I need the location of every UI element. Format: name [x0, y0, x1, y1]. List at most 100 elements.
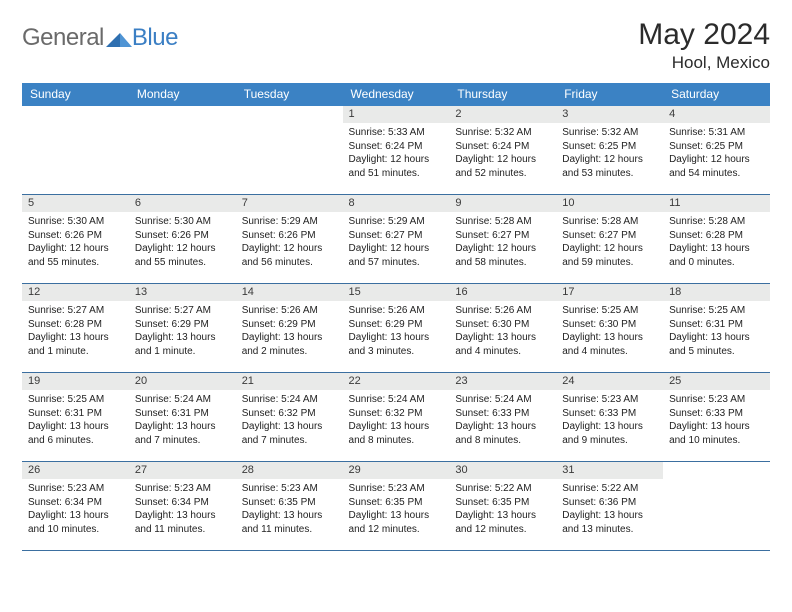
location-label: Hool, Mexico	[638, 53, 770, 73]
day-detail: Sunrise: 5:26 AMSunset: 6:30 PMDaylight:…	[449, 301, 556, 362]
day-cell: 27Sunrise: 5:23 AMSunset: 6:34 PMDayligh…	[129, 462, 236, 551]
calendar-head: SundayMondayTuesdayWednesdayThursdayFrid…	[22, 83, 770, 106]
weekday-header: Friday	[556, 83, 663, 106]
day-cell: 30Sunrise: 5:22 AMSunset: 6:35 PMDayligh…	[449, 462, 556, 551]
day-number: 3	[556, 106, 663, 123]
day-detail: Sunrise: 5:24 AMSunset: 6:32 PMDaylight:…	[343, 390, 450, 451]
weekday-header: Monday	[129, 83, 236, 106]
day-number: 24	[556, 373, 663, 390]
day-number: 28	[236, 462, 343, 479]
day-cell: 29Sunrise: 5:23 AMSunset: 6:35 PMDayligh…	[343, 462, 450, 551]
day-detail: Sunrise: 5:27 AMSunset: 6:28 PMDaylight:…	[22, 301, 129, 362]
day-detail: Sunrise: 5:23 AMSunset: 6:34 PMDaylight:…	[22, 479, 129, 540]
day-number: 16	[449, 284, 556, 301]
day-number: 14	[236, 284, 343, 301]
day-detail: Sunrise: 5:29 AMSunset: 6:27 PMDaylight:…	[343, 212, 450, 273]
day-detail: Sunrise: 5:25 AMSunset: 6:31 PMDaylight:…	[663, 301, 770, 362]
empty-cell	[663, 462, 770, 551]
calendar-row: 12Sunrise: 5:27 AMSunset: 6:28 PMDayligh…	[22, 284, 770, 373]
day-cell: 5Sunrise: 5:30 AMSunset: 6:26 PMDaylight…	[22, 195, 129, 284]
day-number: 27	[129, 462, 236, 479]
title-block: May 2024 Hool, Mexico	[638, 18, 770, 73]
day-number: 17	[556, 284, 663, 301]
day-detail: Sunrise: 5:26 AMSunset: 6:29 PMDaylight:…	[236, 301, 343, 362]
day-number: 4	[663, 106, 770, 123]
day-cell: 17Sunrise: 5:25 AMSunset: 6:30 PMDayligh…	[556, 284, 663, 373]
day-number: 18	[663, 284, 770, 301]
day-number: 20	[129, 373, 236, 390]
calendar-row: 26Sunrise: 5:23 AMSunset: 6:34 PMDayligh…	[22, 462, 770, 551]
day-detail: Sunrise: 5:30 AMSunset: 6:26 PMDaylight:…	[22, 212, 129, 273]
brand-logo: General Blue	[22, 24, 178, 52]
day-cell: 16Sunrise: 5:26 AMSunset: 6:30 PMDayligh…	[449, 284, 556, 373]
calendar-row: 5Sunrise: 5:30 AMSunset: 6:26 PMDaylight…	[22, 195, 770, 284]
day-cell: 6Sunrise: 5:30 AMSunset: 6:26 PMDaylight…	[129, 195, 236, 284]
day-cell: 22Sunrise: 5:24 AMSunset: 6:32 PMDayligh…	[343, 373, 450, 462]
weekday-header: Saturday	[663, 83, 770, 106]
day-cell: 7Sunrise: 5:29 AMSunset: 6:26 PMDaylight…	[236, 195, 343, 284]
logo-triangle-icon	[106, 29, 132, 47]
day-number: 22	[343, 373, 450, 390]
empty-cell	[129, 106, 236, 195]
day-detail: Sunrise: 5:25 AMSunset: 6:30 PMDaylight:…	[556, 301, 663, 362]
day-cell: 10Sunrise: 5:28 AMSunset: 6:27 PMDayligh…	[556, 195, 663, 284]
day-cell: 13Sunrise: 5:27 AMSunset: 6:29 PMDayligh…	[129, 284, 236, 373]
day-cell: 19Sunrise: 5:25 AMSunset: 6:31 PMDayligh…	[22, 373, 129, 462]
weekday-header: Thursday	[449, 83, 556, 106]
day-cell: 4Sunrise: 5:31 AMSunset: 6:25 PMDaylight…	[663, 106, 770, 195]
day-detail: Sunrise: 5:23 AMSunset: 6:35 PMDaylight:…	[343, 479, 450, 540]
day-number: 10	[556, 195, 663, 212]
weekday-header: Tuesday	[236, 83, 343, 106]
day-number: 11	[663, 195, 770, 212]
brand-part2: Blue	[132, 24, 178, 52]
day-cell: 8Sunrise: 5:29 AMSunset: 6:27 PMDaylight…	[343, 195, 450, 284]
empty-cell	[22, 106, 129, 195]
day-detail: Sunrise: 5:25 AMSunset: 6:31 PMDaylight:…	[22, 390, 129, 451]
day-cell: 2Sunrise: 5:32 AMSunset: 6:24 PMDaylight…	[449, 106, 556, 195]
day-cell: 18Sunrise: 5:25 AMSunset: 6:31 PMDayligh…	[663, 284, 770, 373]
calendar-body: 1Sunrise: 5:33 AMSunset: 6:24 PMDaylight…	[22, 106, 770, 551]
day-detail: Sunrise: 5:23 AMSunset: 6:33 PMDaylight:…	[663, 390, 770, 451]
day-detail: Sunrise: 5:22 AMSunset: 6:35 PMDaylight:…	[449, 479, 556, 540]
day-detail: Sunrise: 5:24 AMSunset: 6:33 PMDaylight:…	[449, 390, 556, 451]
weekday-header: Wednesday	[343, 83, 450, 106]
day-number: 9	[449, 195, 556, 212]
day-number: 6	[129, 195, 236, 212]
day-detail: Sunrise: 5:28 AMSunset: 6:27 PMDaylight:…	[556, 212, 663, 273]
day-cell: 25Sunrise: 5:23 AMSunset: 6:33 PMDayligh…	[663, 373, 770, 462]
day-detail: Sunrise: 5:27 AMSunset: 6:29 PMDaylight:…	[129, 301, 236, 362]
month-title: May 2024	[638, 18, 770, 51]
day-detail: Sunrise: 5:32 AMSunset: 6:24 PMDaylight:…	[449, 123, 556, 184]
calendar-table: SundayMondayTuesdayWednesdayThursdayFrid…	[22, 83, 770, 551]
day-detail: Sunrise: 5:29 AMSunset: 6:26 PMDaylight:…	[236, 212, 343, 273]
day-cell: 9Sunrise: 5:28 AMSunset: 6:27 PMDaylight…	[449, 195, 556, 284]
brand-part1: General	[22, 24, 104, 52]
day-detail: Sunrise: 5:23 AMSunset: 6:33 PMDaylight:…	[556, 390, 663, 451]
day-number: 2	[449, 106, 556, 123]
day-number: 31	[556, 462, 663, 479]
day-cell: 24Sunrise: 5:23 AMSunset: 6:33 PMDayligh…	[556, 373, 663, 462]
day-number: 12	[22, 284, 129, 301]
day-cell: 11Sunrise: 5:28 AMSunset: 6:28 PMDayligh…	[663, 195, 770, 284]
day-cell: 1Sunrise: 5:33 AMSunset: 6:24 PMDaylight…	[343, 106, 450, 195]
empty-cell	[236, 106, 343, 195]
day-detail: Sunrise: 5:23 AMSunset: 6:35 PMDaylight:…	[236, 479, 343, 540]
day-cell: 31Sunrise: 5:22 AMSunset: 6:36 PMDayligh…	[556, 462, 663, 551]
day-detail: Sunrise: 5:24 AMSunset: 6:31 PMDaylight:…	[129, 390, 236, 451]
day-number: 15	[343, 284, 450, 301]
day-detail: Sunrise: 5:28 AMSunset: 6:27 PMDaylight:…	[449, 212, 556, 273]
day-cell: 15Sunrise: 5:26 AMSunset: 6:29 PMDayligh…	[343, 284, 450, 373]
day-number: 26	[22, 462, 129, 479]
day-detail: Sunrise: 5:33 AMSunset: 6:24 PMDaylight:…	[343, 123, 450, 184]
day-cell: 28Sunrise: 5:23 AMSunset: 6:35 PMDayligh…	[236, 462, 343, 551]
weekday-row: SundayMondayTuesdayWednesdayThursdayFrid…	[22, 83, 770, 106]
day-cell: 20Sunrise: 5:24 AMSunset: 6:31 PMDayligh…	[129, 373, 236, 462]
calendar-row: 1Sunrise: 5:33 AMSunset: 6:24 PMDaylight…	[22, 106, 770, 195]
day-number: 25	[663, 373, 770, 390]
day-cell: 26Sunrise: 5:23 AMSunset: 6:34 PMDayligh…	[22, 462, 129, 551]
day-number: 29	[343, 462, 450, 479]
day-detail: Sunrise: 5:32 AMSunset: 6:25 PMDaylight:…	[556, 123, 663, 184]
day-detail: Sunrise: 5:23 AMSunset: 6:34 PMDaylight:…	[129, 479, 236, 540]
day-detail: Sunrise: 5:31 AMSunset: 6:25 PMDaylight:…	[663, 123, 770, 184]
day-number: 21	[236, 373, 343, 390]
